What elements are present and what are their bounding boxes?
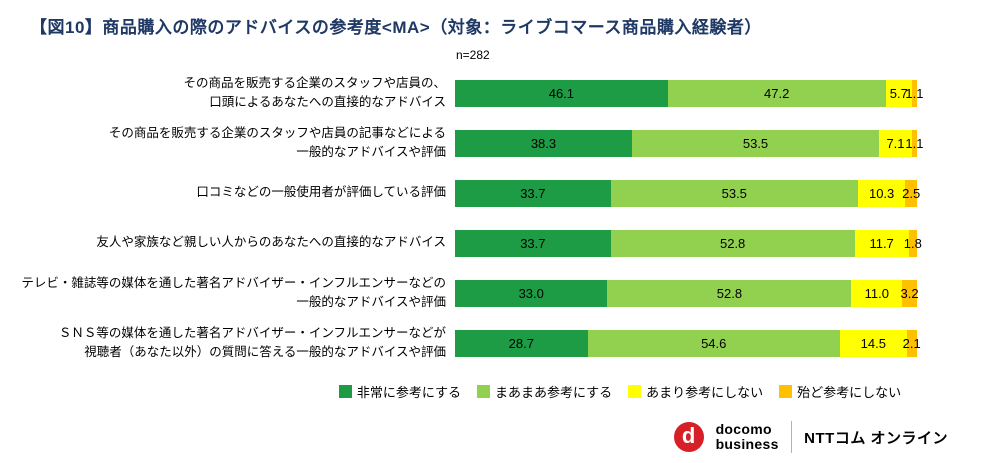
bar-segment-not-much: 10.3 — [857, 179, 906, 207]
docomo-wordmark-line1: docomo — [715, 421, 772, 438]
stacked-bar: 38.3 53.5 7.1 1.1 — [455, 129, 923, 157]
bar-value-label: 1.8 — [903, 235, 922, 251]
stacked-bar: 33.7 52.8 11.7 1.8 — [455, 229, 922, 257]
bar-value-label: 1.1 — [905, 85, 924, 101]
chart-row: その商品を販売する企業のスタッフや店員の記事などによる 一般的なアドバイスや評価 3… — [0, 118, 1000, 168]
legend-item: あまり参考にしない — [628, 382, 763, 401]
chart-row: ＳＮＳ等の媒体を通した著名アドバイザー・インフルエンサーなどが 視聴者（あなた以外… — [0, 318, 1000, 368]
category-label: その商品を販売する企業のスタッフや店員の、 口頭によるあなたへの直接的なアドバイス — [183, 75, 446, 109]
stacked-bar-chart: n=282 その商品を販売する企業のスタッフや店員の、 口頭によるあなたへの直接的… — [0, 44, 1000, 401]
legend-item: まあまあ参考にする — [476, 382, 613, 401]
category-label: テレビ・雑誌等の媒体を通した著名アドバイザー・インフルエンサーなどの 一般的なアド… — [21, 275, 446, 309]
bar-value-label: 54.6 — [701, 335, 727, 351]
stacked-bar: 33.0 52.8 11.0 3.2 — [455, 279, 919, 307]
bar-segment-very: 33.7 — [455, 179, 611, 207]
legend-swatch — [476, 385, 490, 398]
legend-swatch — [338, 385, 352, 398]
bar-segment-somewhat: 52.8 — [607, 279, 852, 307]
bar-segment-not-much: 7.1 — [879, 129, 912, 157]
bar-value-label: 1.1 — [905, 135, 924, 151]
category-label: その商品を販売する企業のスタッフや店員の記事などによる 一般的なアドバイスや評価 — [108, 125, 446, 159]
bar-segment-somewhat: 47.2 — [667, 79, 886, 107]
bar-value-label: 14.5 — [860, 335, 886, 351]
category-label: ＳＮＳ等の媒体を通した著名アドバイザー・インフルエンサーなどが 視聴者（あなた以外… — [58, 325, 446, 359]
bar-segment-very: 33.7 — [455, 229, 611, 257]
bar-value-label: 46.1 — [548, 85, 575, 101]
legend-label: あまり参考にしない — [646, 385, 764, 400]
bar-segment-somewhat: 52.8 — [610, 229, 855, 257]
legend-item: 非常に参考にする — [338, 382, 461, 401]
chart-legend: 非常に参考にする まあまあ参考にする あまり参考にしない 殆ど参考にしない — [0, 382, 1000, 401]
bar-value-label: 3.2 — [900, 285, 919, 301]
stacked-bar: 46.1 47.2 5.7 1.1 — [455, 79, 924, 107]
chart-row: テレビ・雑誌等の媒体を通した著名アドバイザー・インフルエンサーなどの 一般的なアド… — [0, 268, 1000, 318]
bar-value-label: 47.2 — [764, 85, 790, 101]
stacked-bar: 28.7 54.6 14.5 2.1 — [455, 329, 921, 357]
bar-segment-rarely: 2.1 — [903, 329, 921, 357]
sample-size-label: n=282 — [456, 48, 490, 62]
chart-row: 口コミなどの一般使用者が評価している評価 33.7 53.5 10.3 2.5 — [0, 168, 1000, 218]
bar-value-label: 52.8 — [719, 235, 746, 251]
legend-swatch — [779, 385, 793, 398]
stacked-bar: 33.7 53.5 10.3 2.5 — [455, 179, 921, 207]
bar-segment-somewhat: 54.6 — [587, 329, 840, 357]
bar-segment-somewhat: 53.5 — [631, 129, 880, 157]
bar-segment-not-much: 11.0 — [851, 279, 903, 307]
bar-segment-somewhat: 53.5 — [610, 179, 858, 207]
page-title: 【図10】商品購入の際のアドバイスの参考度<MA>（対象：ライブコマース商品購入… — [30, 18, 762, 37]
bar-segment-very: 33.0 — [455, 279, 608, 307]
bar-segment-not-much: 14.5 — [839, 329, 907, 357]
bar-segment-rarely: 2.5 — [902, 179, 921, 207]
bar-segment-rarely: 1.1 — [905, 129, 923, 157]
legend-swatch — [628, 385, 642, 398]
bar-segment-rarely: 1.1 — [905, 79, 924, 107]
bar-value-label: 11.7 — [869, 235, 894, 251]
category-label: 友人や家族など親しい人からのあなたへの直接的なアドバイス — [96, 235, 446, 250]
footer-divider — [790, 421, 793, 453]
bar-value-label: 5.7 — [889, 85, 908, 101]
legend-label: まあまあ参考にする — [494, 385, 613, 400]
bar-segment-not-much: 11.7 — [854, 229, 909, 257]
bar-value-label: 28.7 — [508, 335, 534, 351]
bar-value-label: 2.1 — [902, 335, 921, 351]
chart-row: その商品を販売する企業のスタッフや店員の、 口頭によるあなたへの直接的なアドバイス… — [0, 68, 1000, 118]
bar-segment-rarely: 1.8 — [904, 229, 922, 257]
docomo-wordmark-line2: business — [715, 436, 779, 452]
legend-item: 殆ど参考にしない — [779, 382, 901, 401]
bar-value-label: 7.1 — [886, 135, 905, 151]
bar-value-label: 33.7 — [520, 235, 546, 251]
bar-value-label: 33.0 — [518, 285, 544, 301]
category-label: 口コミなどの一般使用者が評価している評価 — [196, 185, 446, 200]
bar-value-label: 53.5 — [742, 135, 769, 151]
bar-value-label: 38.3 — [530, 135, 557, 151]
chart-rows: その商品を販売する企業のスタッフや店員の、 口頭によるあなたへの直接的なアドバイス… — [0, 44, 1000, 368]
ntt-com-online-wordmark: NTTコム オンライン — [804, 429, 948, 447]
brand-footer: d docomo business NTTコム オンライン — [673, 421, 948, 453]
bar-segment-not-much: 5.7 — [885, 79, 912, 107]
docomo-logo-icon: d — [673, 422, 704, 452]
legend-label: 非常に参考にする — [356, 385, 461, 400]
bar-value-label: 33.7 — [520, 185, 546, 201]
bar-value-label: 52.8 — [716, 285, 743, 301]
bar-value-label: 53.5 — [721, 185, 747, 201]
legend-label: 殆ど参考にしない — [797, 385, 902, 400]
chart-row: 友人や家族など親しい人からのあなたへの直接的なアドバイス 33.7 52.8 11.7… — [0, 218, 1000, 268]
bar-segment-very: 38.3 — [455, 129, 632, 157]
bar-segment-very: 46.1 — [455, 79, 668, 107]
bar-value-label: 10.3 — [868, 185, 895, 201]
docomo-wordmark: docomo business — [716, 422, 779, 451]
bar-value-label: 2.5 — [902, 185, 921, 201]
report-page: 【図10】商品購入の際のアドバイスの参考度<MA>（対象：ライブコマース商品購入… — [0, 18, 1000, 453]
bar-segment-rarely: 3.2 — [900, 279, 919, 307]
bar-value-label: 11.0 — [864, 285, 889, 301]
bar-segment-very: 28.7 — [455, 329, 588, 357]
